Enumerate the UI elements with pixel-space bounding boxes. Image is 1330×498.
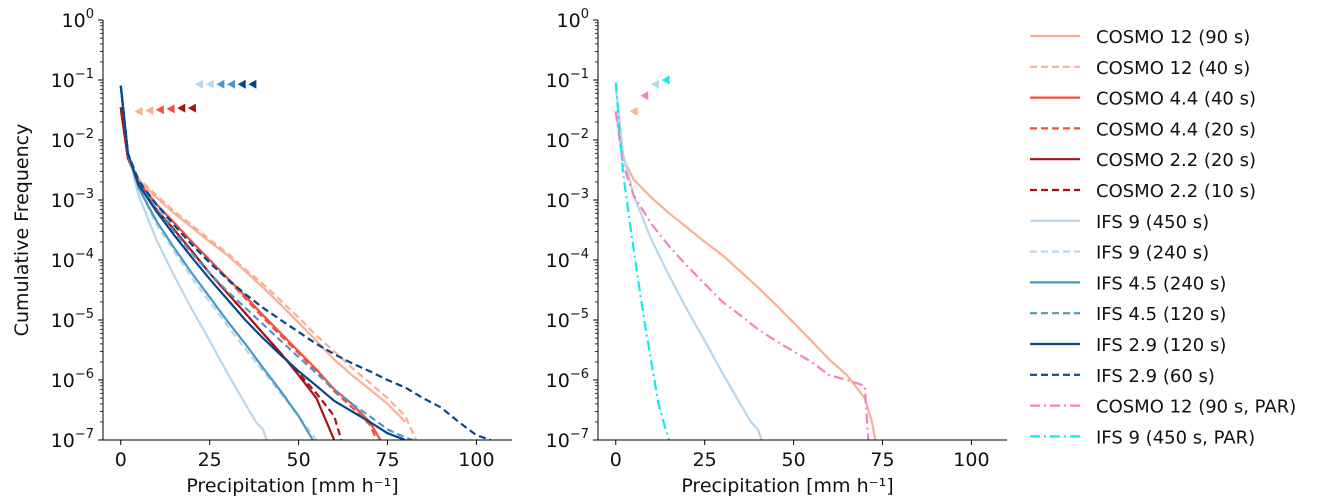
x-tick-label: 75 xyxy=(870,449,894,471)
x-axis-title: Precipitation [mm h⁻¹] xyxy=(186,475,398,497)
x-tick-label: 100 xyxy=(953,449,989,471)
y-tick-label: 10−5 xyxy=(51,307,94,332)
marker-triangle-3 xyxy=(661,75,670,85)
x-tick-label: 50 xyxy=(782,449,806,471)
marker-triangle-1 xyxy=(145,106,154,116)
legend-label: COSMO 2.2 (10 s) xyxy=(1096,181,1256,202)
marker-triangle-10 xyxy=(237,79,246,89)
y-tick-label: 10−7 xyxy=(51,427,94,452)
legend-label: IFS 2.9 (120 s) xyxy=(1096,335,1226,356)
series-line-1 xyxy=(119,111,418,440)
marker-triangle-8 xyxy=(216,79,225,89)
y-tick-label: 10−6 xyxy=(51,367,94,392)
y-tick-label: 10−2 xyxy=(546,127,589,152)
marker-triangle-7 xyxy=(205,79,214,89)
legend-label: COSMO 4.4 (20 s) xyxy=(1096,119,1256,140)
series-line-5 xyxy=(119,107,343,440)
left-chart-panel: 0 25 50 75 100 100 10−1 10−2 10−3 10−4 10−5 10−6 10−… xyxy=(11,7,512,497)
y-tick-label: 10−5 xyxy=(546,307,589,332)
series-line-3 xyxy=(119,107,378,440)
series-line-2 xyxy=(119,107,382,440)
y-tick-label: 100 xyxy=(62,7,94,32)
legend-label: COSMO 12 (90 s, PAR) xyxy=(1096,397,1296,418)
legend: COSMO 12 (90 s) COSMO 12 (40 s) COSMO 4.4 … xyxy=(1030,27,1296,448)
marker-triangle-0 xyxy=(134,106,143,116)
marker-triangle-2 xyxy=(650,79,659,89)
marker-triangle-3 xyxy=(166,104,175,114)
series-line-6 xyxy=(119,85,268,440)
x-tick-label: 25 xyxy=(693,449,717,471)
y-tick-label: 10−1 xyxy=(546,67,589,92)
y-tick-label: 10−3 xyxy=(51,187,94,212)
legend-label: COSMO 12 (40 s) xyxy=(1096,58,1250,79)
series-line-7 xyxy=(119,85,318,440)
legend-label: IFS 4.5 (120 s) xyxy=(1096,304,1226,325)
y-tick-label: 10−6 xyxy=(546,367,589,392)
legend-label: IFS 9 (450 s) xyxy=(1096,212,1209,233)
x-tick-label: 0 xyxy=(610,449,622,471)
y-tick-label: 10−4 xyxy=(546,247,589,272)
series-line-10 xyxy=(119,85,406,440)
series-line-3 xyxy=(614,82,671,440)
series-line-2 xyxy=(614,111,870,440)
x-tick-label: 0 xyxy=(115,449,127,471)
series-line-0 xyxy=(614,111,877,440)
right-chart-panel: 0 25 50 75 100 100 10−1 10−2 10−3 10−4 10−5 10−6 10−… xyxy=(546,7,1007,497)
series-line-4 xyxy=(119,107,336,440)
y-tick-label: 10−7 xyxy=(546,427,589,452)
x-tick-label: 100 xyxy=(458,449,494,471)
series-line-0 xyxy=(119,111,407,423)
y-tick-label: 10−1 xyxy=(51,67,94,92)
legend-label: IFS 4.5 (240 s) xyxy=(1096,273,1226,294)
x-axis-title: Precipitation [mm h⁻¹] xyxy=(681,475,893,497)
legend-label: IFS 2.9 (60 s) xyxy=(1096,366,1215,387)
marker-triangle-2 xyxy=(155,105,164,115)
y-tick-label: 10−3 xyxy=(546,187,589,212)
legend-label: IFS 9 (240 s) xyxy=(1096,243,1209,264)
marker-triangle-0 xyxy=(629,106,638,116)
marker-triangle-4 xyxy=(177,103,186,113)
marker-triangle-9 xyxy=(227,79,236,89)
y-tick-label: 100 xyxy=(557,7,589,32)
x-tick-label: 50 xyxy=(287,449,311,471)
series-line-11 xyxy=(119,85,492,440)
legend-label: COSMO 2.2 (20 s) xyxy=(1096,150,1256,171)
series-line-1 xyxy=(614,85,763,440)
marker-triangle-5 xyxy=(187,103,196,113)
series-line-8 xyxy=(119,85,314,440)
x-tick-label: 75 xyxy=(375,449,399,471)
marker-triangle-6 xyxy=(195,79,204,89)
series-line-9 xyxy=(119,85,413,440)
y-axis-title: Cumulative Frequency xyxy=(11,124,33,337)
y-tick-label: 10−2 xyxy=(51,127,94,152)
legend-label: COSMO 12 (90 s) xyxy=(1096,27,1250,48)
legend-label: IFS 9 (450 s, PAR) xyxy=(1096,427,1255,448)
y-tick-label: 10−4 xyxy=(51,247,94,272)
marker-triangle-1 xyxy=(640,91,649,101)
x-tick-label: 25 xyxy=(198,449,222,471)
legend-label: COSMO 4.4 (40 s) xyxy=(1096,89,1256,110)
marker-triangle-11 xyxy=(248,79,257,89)
